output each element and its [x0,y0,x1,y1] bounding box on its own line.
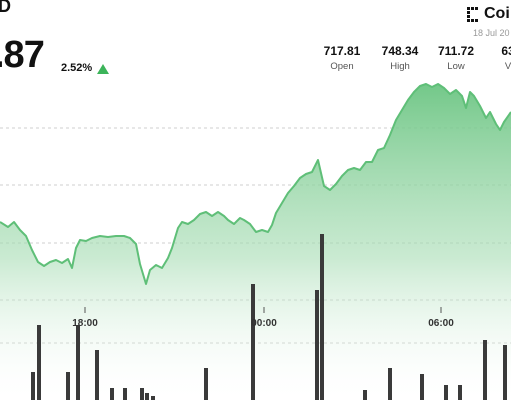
brand-logo: Coi [467,5,510,23]
volume-bars [31,234,507,400]
time-label-0000: 00:00 [251,318,277,329]
time-label-1800: 18:00 [72,318,98,329]
stat-open-value: 717.81 [323,44,361,58]
brand-name: Coi [484,5,510,22]
stat-low: 711.72 Low [426,44,486,72]
stat-low-value: 711.72 [437,44,475,58]
stat-volume: 63 V [478,44,511,72]
date-label: 18 Jul 20 [473,28,510,38]
stat-open: 717.81 Open [312,44,372,72]
time-label-0600: 06:00 [428,318,454,329]
stat-volume-value: 63 [501,44,511,58]
stat-high-value: 748.34 [381,44,419,58]
pair-title: D [0,0,11,16]
stat-high: 748.34 High [370,44,430,72]
stat-low-label: Low [447,61,465,72]
stat-volume-label: V [504,61,511,72]
up-arrow-icon [97,64,109,74]
time-axis: 18:00 00:00 06:00 [72,307,454,329]
coin-logo-icon [467,6,482,22]
stat-open-label: Open [330,61,354,72]
price-line [0,83,511,285]
change-percent: 2.52% [61,62,93,74]
ohlc-stats: 717.81 Open 748.34 High 711.72 Low 63 V [0,44,511,74]
price-area [0,84,511,400]
current-price: .87 [0,34,45,76]
stat-high-label: High [390,61,410,72]
